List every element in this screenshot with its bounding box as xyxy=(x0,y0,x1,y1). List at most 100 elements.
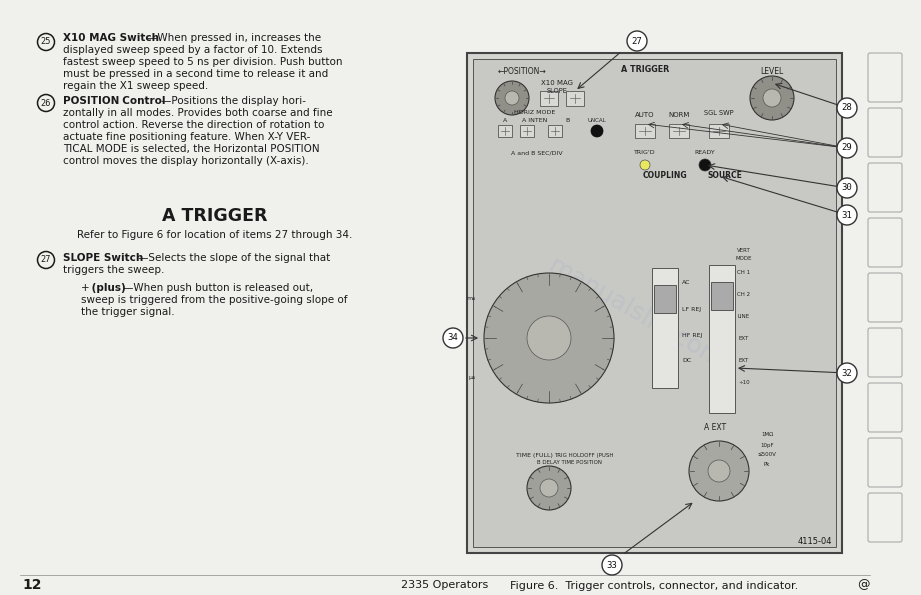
Circle shape xyxy=(602,555,622,575)
Text: HF REJ: HF REJ xyxy=(682,333,703,337)
FancyBboxPatch shape xyxy=(868,273,902,322)
Text: actuate fine positioning feature. When X-Y VER-: actuate fine positioning feature. When X… xyxy=(63,132,310,142)
Bar xyxy=(467,53,842,553)
Text: CH 2: CH 2 xyxy=(738,293,751,298)
Circle shape xyxy=(708,460,730,482)
Text: SOURCE: SOURCE xyxy=(707,171,742,180)
Text: 27: 27 xyxy=(41,255,52,265)
Bar xyxy=(566,90,584,105)
Text: TRIG HOLDOFF (PUSH: TRIG HOLDOFF (PUSH xyxy=(554,453,613,458)
Bar xyxy=(540,90,558,105)
Text: AC: AC xyxy=(682,280,691,286)
Bar xyxy=(548,125,562,137)
Circle shape xyxy=(837,363,857,383)
Text: +: + xyxy=(81,283,89,293)
Circle shape xyxy=(837,205,857,225)
FancyBboxPatch shape xyxy=(868,493,902,542)
Text: A and B SEC/DIV: A and B SEC/DIV xyxy=(511,151,563,155)
Text: B DELAY TIME POSITION: B DELAY TIME POSITION xyxy=(537,461,601,465)
Text: X10 MAG Switch: X10 MAG Switch xyxy=(63,33,159,43)
Text: 29: 29 xyxy=(842,143,852,152)
Bar xyxy=(654,285,676,313)
Text: EXT: EXT xyxy=(739,359,749,364)
Text: 30: 30 xyxy=(842,183,852,193)
Text: sweep is triggered from the positive-going slope of: sweep is triggered from the positive-goi… xyxy=(81,295,347,305)
Circle shape xyxy=(505,91,519,105)
Text: ÷10: ÷10 xyxy=(739,380,750,386)
Text: SLOPE Switch: SLOPE Switch xyxy=(63,253,144,263)
Text: SGL SWP: SGL SWP xyxy=(705,110,734,116)
Text: TRIG'D: TRIG'D xyxy=(635,151,656,155)
Text: 27: 27 xyxy=(632,36,642,45)
Text: 12: 12 xyxy=(22,578,41,592)
Bar xyxy=(709,265,735,413)
Text: manualslib.com: manualslib.com xyxy=(544,253,728,373)
Text: fastest sweep speed to 5 ns per division. Push button: fastest sweep speed to 5 ns per division… xyxy=(63,57,343,67)
Text: LF REJ: LF REJ xyxy=(682,306,701,312)
Circle shape xyxy=(689,441,749,501)
Text: 10pF: 10pF xyxy=(760,443,774,447)
Text: control action. Reverse the direction of rotation to: control action. Reverse the direction of… xyxy=(63,120,324,130)
Text: triggers the sweep.: triggers the sweep. xyxy=(63,265,164,275)
Text: TIME (FULL): TIME (FULL) xyxy=(516,453,553,458)
Text: A EXT: A EXT xyxy=(704,424,726,433)
Text: NORM: NORM xyxy=(669,112,690,118)
Text: Pk: Pk xyxy=(764,462,770,466)
Text: ←POSITION→: ←POSITION→ xyxy=(497,67,546,76)
Circle shape xyxy=(527,316,571,360)
Text: —Selects the slope of the signal that: —Selects the slope of the signal that xyxy=(138,253,331,263)
Text: LEVEL: LEVEL xyxy=(761,67,784,76)
Text: TICAL MODE is selected, the Horizontal POSITION: TICAL MODE is selected, the Horizontal P… xyxy=(63,144,320,154)
Circle shape xyxy=(837,98,857,118)
Text: zontally in all modes. Provides both coarse and fine: zontally in all modes. Provides both coa… xyxy=(63,108,332,118)
Text: X10 MAG: X10 MAG xyxy=(541,80,573,86)
Text: —Positions the display hori-: —Positions the display hori- xyxy=(161,96,306,106)
Bar xyxy=(498,125,512,137)
Bar xyxy=(709,124,729,138)
Text: must be pressed in a second time to release it and: must be pressed in a second time to rele… xyxy=(63,69,328,79)
Text: 26: 26 xyxy=(41,99,52,108)
Text: the trigger signal.: the trigger signal. xyxy=(81,307,175,317)
FancyBboxPatch shape xyxy=(868,163,902,212)
Text: EXT: EXT xyxy=(739,337,749,342)
Text: regain the X1 sweep speed.: regain the X1 sweep speed. xyxy=(63,81,208,91)
Text: μs: μs xyxy=(469,375,476,380)
Text: HORIZ MODE: HORIZ MODE xyxy=(514,111,555,115)
Circle shape xyxy=(837,138,857,158)
Bar xyxy=(711,282,733,310)
Text: CH 1: CH 1 xyxy=(738,271,751,275)
Circle shape xyxy=(750,76,794,120)
Text: Control: Control xyxy=(115,96,166,106)
Text: A TRIGGER: A TRIGGER xyxy=(621,65,670,74)
Text: MODE: MODE xyxy=(736,255,752,261)
FancyBboxPatch shape xyxy=(868,108,902,157)
Text: SLOPE: SLOPE xyxy=(546,88,567,94)
Text: Figure 6.  Trigger controls, connector, and indicator.: Figure 6. Trigger controls, connector, a… xyxy=(510,581,799,591)
Circle shape xyxy=(540,479,558,497)
Text: 1MΩ: 1MΩ xyxy=(761,433,773,437)
Circle shape xyxy=(495,81,529,115)
FancyBboxPatch shape xyxy=(868,53,902,102)
Text: 25: 25 xyxy=(41,37,52,46)
Circle shape xyxy=(699,159,711,171)
Text: ms: ms xyxy=(467,296,476,300)
Text: LINE: LINE xyxy=(738,315,750,320)
Text: READY: READY xyxy=(694,151,716,155)
Circle shape xyxy=(443,328,463,348)
Text: displayed sweep speed by a factor of 10. Extends: displayed sweep speed by a factor of 10.… xyxy=(63,45,322,55)
Circle shape xyxy=(591,125,603,137)
Text: —When pressed in, increases the: —When pressed in, increases the xyxy=(147,33,321,43)
Circle shape xyxy=(640,160,650,170)
FancyBboxPatch shape xyxy=(868,328,902,377)
Text: VERT: VERT xyxy=(737,249,751,253)
Text: control moves the display horizontally (X-axis).: control moves the display horizontally (… xyxy=(63,156,309,166)
Bar xyxy=(669,124,689,138)
Text: @: @ xyxy=(857,578,870,591)
Text: Refer to Figure 6 for location of items 27 through 34.: Refer to Figure 6 for location of items … xyxy=(77,230,353,240)
Text: DC: DC xyxy=(682,359,692,364)
Circle shape xyxy=(527,466,571,510)
Text: AUTO: AUTO xyxy=(635,112,655,118)
Circle shape xyxy=(484,273,614,403)
Bar xyxy=(652,268,678,388)
Circle shape xyxy=(763,89,781,107)
